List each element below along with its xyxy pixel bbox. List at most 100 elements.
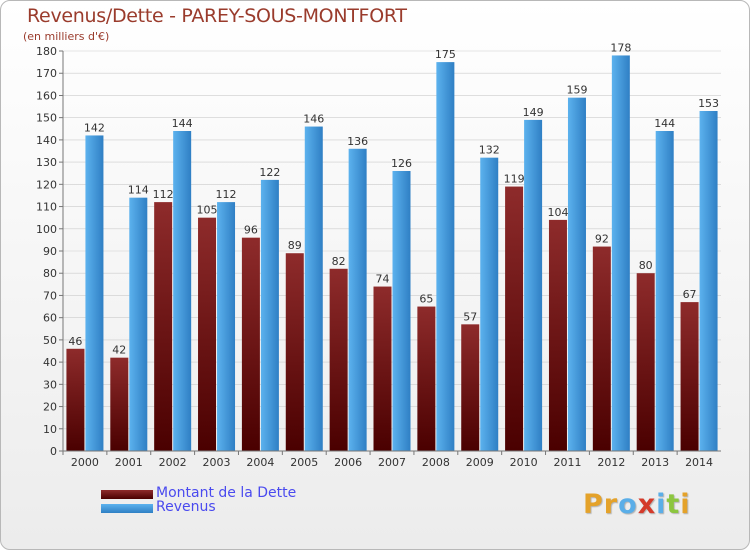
bar-dette	[373, 286, 392, 451]
y-tick-label: 100	[36, 223, 57, 236]
y-tick-label: 80	[43, 267, 57, 280]
x-tick-label: 2001	[115, 456, 143, 469]
data-label-revenus: 175	[435, 48, 456, 61]
x-tick-label: 2004	[246, 456, 274, 469]
bar-dette	[680, 302, 699, 451]
y-tick-label: 160	[36, 89, 57, 102]
bar-revenus	[348, 148, 367, 451]
x-tick-label: 2008	[422, 456, 450, 469]
x-tick-label: 2013	[641, 456, 669, 469]
data-labels: 46 142 42 114 112 144 105 112 96 122 89 146 82 136 74 1…	[68, 41, 719, 356]
legend-label-revenus: Revenus	[156, 499, 216, 515]
x-tick-label: 2003	[203, 456, 231, 469]
bar-dette	[285, 253, 304, 451]
bar-revenus	[655, 131, 674, 451]
data-label-revenus: 114	[128, 184, 149, 197]
bar-dette	[154, 202, 173, 451]
x-tick-label: 2007	[378, 456, 406, 469]
data-label-dette: 65	[419, 293, 433, 306]
y-tick-label: 70	[43, 289, 57, 302]
bar-revenus	[217, 202, 236, 451]
bar-dette	[66, 348, 85, 451]
y-tick-label: 0	[50, 445, 57, 458]
data-label-dette: 57	[463, 310, 477, 323]
bar-dette	[329, 268, 348, 451]
legend-swatch-dette	[101, 490, 153, 499]
y-tick-label: 20	[43, 401, 57, 414]
y-tick-label: 110	[36, 201, 57, 214]
bar-dette	[505, 186, 524, 452]
bar-dette	[110, 357, 129, 451]
bar-revenus	[85, 135, 104, 451]
data-label-dette: 42	[112, 344, 126, 357]
bar-dette	[461, 324, 480, 451]
data-label-revenus: 178	[610, 41, 631, 54]
proxiti-logo: Proxiti	[583, 489, 691, 520]
axes: 0 10 20 30 40 50 60 70 80 90 100 110 120 130 140 150 160…	[36, 45, 721, 469]
logo-letter: o	[618, 489, 638, 520]
x-tick-label: 2012	[597, 456, 625, 469]
x-tick-label: 2011	[553, 456, 581, 469]
logo-letter: t	[666, 489, 681, 520]
logo-letter: i	[656, 489, 667, 520]
data-label-revenus: 153	[698, 97, 719, 110]
data-label-dette: 92	[595, 233, 609, 246]
bar-revenus	[480, 157, 499, 451]
bar-revenus	[699, 111, 718, 451]
y-tick-label: 150	[36, 112, 57, 125]
bar-revenus	[129, 197, 148, 451]
data-label-dette: 82	[332, 255, 346, 268]
data-label-revenus: 132	[479, 144, 500, 157]
y-tick-label: 180	[36, 45, 57, 58]
data-label-dette: 112	[153, 188, 174, 201]
y-tick-label: 170	[36, 67, 57, 80]
data-label-revenus: 146	[303, 113, 324, 126]
data-label-dette: 105	[197, 204, 218, 217]
y-tick-label: 10	[43, 423, 57, 436]
data-label-dette: 74	[376, 273, 390, 286]
logo-letter: P	[583, 489, 604, 520]
bar-revenus	[524, 119, 543, 451]
legend-swatch-revenus	[101, 504, 153, 513]
y-tick-label: 130	[36, 156, 57, 169]
y-tick-label: 90	[43, 245, 57, 258]
x-tick-label: 2009	[466, 456, 494, 469]
bar-revenus	[436, 62, 455, 451]
chart-title: Revenus/Dette - PAREY-SOUS-MONTFORT	[27, 5, 407, 27]
bar-revenus	[611, 55, 630, 451]
data-label-revenus: 144	[172, 117, 193, 130]
bars	[66, 55, 718, 452]
x-tick-label: 2000	[71, 456, 99, 469]
x-tick-label: 2005	[290, 456, 318, 469]
data-label-revenus: 126	[391, 157, 412, 170]
data-label-dette: 104	[547, 206, 568, 219]
chart-subtitle: (en milliers d'€)	[23, 30, 110, 43]
y-tick-label: 30	[43, 378, 57, 391]
bar-dette	[198, 217, 217, 451]
legend-label-dette: Montant de la Dette	[156, 485, 297, 501]
bar-dette	[241, 237, 260, 451]
y-tick-label: 50	[43, 334, 57, 347]
logo-letter: x	[637, 489, 657, 520]
bar-revenus	[173, 131, 192, 451]
data-label-revenus: 136	[347, 135, 368, 148]
y-tick-label: 140	[36, 134, 57, 147]
bar-revenus	[392, 171, 411, 451]
x-tick-label: 2014	[685, 456, 713, 469]
bar-dette	[636, 273, 655, 451]
data-label-revenus: 149	[523, 106, 544, 119]
data-label-revenus: 122	[259, 166, 280, 179]
x-tick-label: 2010	[510, 456, 538, 469]
data-label-revenus: 159	[566, 84, 587, 97]
bar-revenus	[567, 97, 586, 452]
data-label-dette: 119	[504, 173, 525, 186]
x-tick-label: 2002	[159, 456, 187, 469]
bar-dette	[417, 306, 436, 451]
data-label-dette: 96	[244, 224, 258, 237]
data-label-dette: 80	[639, 259, 653, 272]
bar-dette	[548, 219, 567, 451]
y-tick-label: 60	[43, 312, 57, 325]
data-label-dette: 67	[683, 288, 697, 301]
